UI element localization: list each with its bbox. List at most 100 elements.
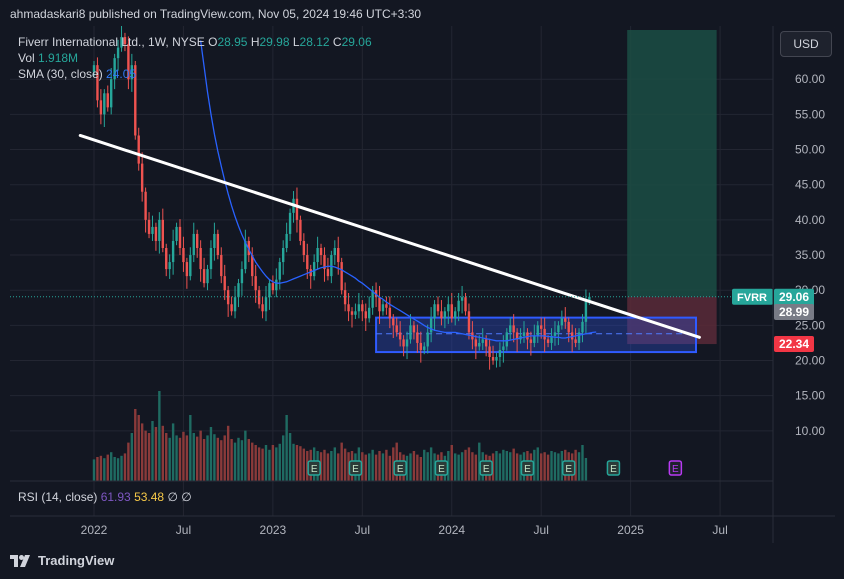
candle-body [202, 269, 206, 284]
range-rectangle[interactable] [375, 316, 697, 354]
price-axis-label: 10.00 [795, 424, 825, 438]
candle-body [467, 311, 471, 333]
symbol-tag[interactable] [732, 288, 773, 305]
volume-bar [106, 454, 109, 481]
volume-bar [226, 425, 230, 481]
candle-body [584, 300, 588, 322]
time-axis-label: 2024 [438, 523, 465, 537]
volume-bar [454, 453, 457, 481]
time-axis-label: Jul [355, 523, 370, 537]
candle-body [92, 65, 96, 73]
candle-body [577, 332, 581, 343]
candle-body [395, 325, 398, 333]
volume-bar [543, 452, 546, 481]
volume-bar [326, 453, 330, 481]
earnings-marker[interactable] [434, 460, 449, 476]
candle-body [268, 283, 271, 298]
earnings-marker[interactable] [561, 460, 576, 476]
volume-bar [192, 433, 195, 481]
rsi-ma-value: 53.48 [134, 490, 165, 504]
volume-bar [433, 453, 436, 481]
candle-body [278, 262, 281, 280]
volume-bar [319, 452, 323, 481]
trendline-path[interactable] [78, 133, 701, 339]
currency-button[interactable]: USD [780, 31, 832, 57]
candle-body [536, 325, 539, 336]
open-label: O [208, 35, 218, 49]
volume-bar [416, 454, 419, 481]
volume-bar [123, 453, 127, 481]
volume-bar [268, 449, 271, 481]
earnings-marker-label: E [438, 464, 445, 475]
earnings-marker[interactable] [606, 460, 621, 476]
rsi-legend[interactable]: RSI (14, close) 61.93 53.48 ∅ ∅ [18, 490, 192, 504]
volume-bar [519, 454, 522, 481]
candle-body [515, 332, 519, 340]
candle-body [113, 58, 116, 80]
candle-body [570, 332, 574, 340]
earnings-marker[interactable] [668, 460, 683, 476]
volume-bar [347, 452, 350, 481]
open-value: 28.95 [217, 35, 248, 49]
volume-bar [515, 453, 519, 481]
candle-body [116, 47, 120, 59]
volume-bar [254, 445, 257, 481]
candle-body [233, 297, 237, 312]
stop-price-tag[interactable] [774, 336, 814, 353]
volume-legend-row[interactable]: Vol 1.918M [18, 50, 372, 66]
candle-body [295, 198, 299, 220]
profit-zone[interactable] [627, 30, 717, 297]
earnings-marker[interactable] [520, 460, 535, 476]
candle-body [505, 332, 508, 347]
earnings-marker[interactable] [348, 460, 363, 476]
earnings-marker[interactable] [479, 460, 493, 476]
sma-path [199, 40, 597, 342]
volume-bar [343, 448, 347, 481]
candle-body [130, 65, 134, 80]
price-axis-label: 45.00 [795, 178, 825, 192]
candle-body [161, 219, 164, 248]
price-axis-label: 40.00 [795, 213, 825, 227]
range-box [375, 316, 697, 354]
stop-zone[interactable] [627, 296, 717, 345]
volume-bar [323, 449, 326, 481]
candle-body [185, 262, 189, 277]
volume-bar [278, 443, 281, 481]
footer-brand[interactable]: TradingView [10, 553, 114, 568]
price-axis-label: 20.00 [795, 354, 825, 368]
sma-legend-row[interactable]: SMA (30, close) 24.05 [18, 66, 372, 82]
candle-body [175, 226, 178, 241]
price-axis-label: 55.00 [795, 107, 825, 121]
symbol-legend-row[interactable]: Fiverr International Ltd., 1W, NYSE O28.… [18, 34, 372, 50]
symbol-title: Fiverr International Ltd., 1W, NYSE [18, 35, 205, 49]
volume-bar [237, 437, 240, 481]
volume-bar [182, 431, 185, 481]
volume-bar [464, 449, 467, 481]
earnings-marker[interactable] [307, 460, 321, 476]
candle-body [251, 255, 254, 277]
candle-body [340, 262, 343, 291]
volume-bar [96, 457, 99, 481]
candle-body [171, 240, 175, 263]
candle-body [405, 339, 409, 347]
candle-body [326, 269, 330, 277]
candle-body [110, 79, 113, 108]
candle-body [319, 248, 323, 256]
volume-bar [557, 453, 560, 481]
volume-bar [502, 449, 505, 481]
volume-bar [498, 453, 502, 481]
volume-bar [206, 435, 209, 481]
target-price-tag[interactable] [774, 303, 814, 320]
earnings-marker[interactable] [393, 460, 407, 476]
volume-bar [257, 447, 261, 481]
volume-bar [533, 449, 536, 481]
candle-body [540, 325, 543, 329]
volume-bar [110, 452, 113, 481]
rsi-na-2: ∅ [181, 490, 192, 504]
volume-bar [209, 427, 213, 481]
earnings-marker-label: E [397, 464, 404, 475]
candle-body [481, 339, 484, 343]
